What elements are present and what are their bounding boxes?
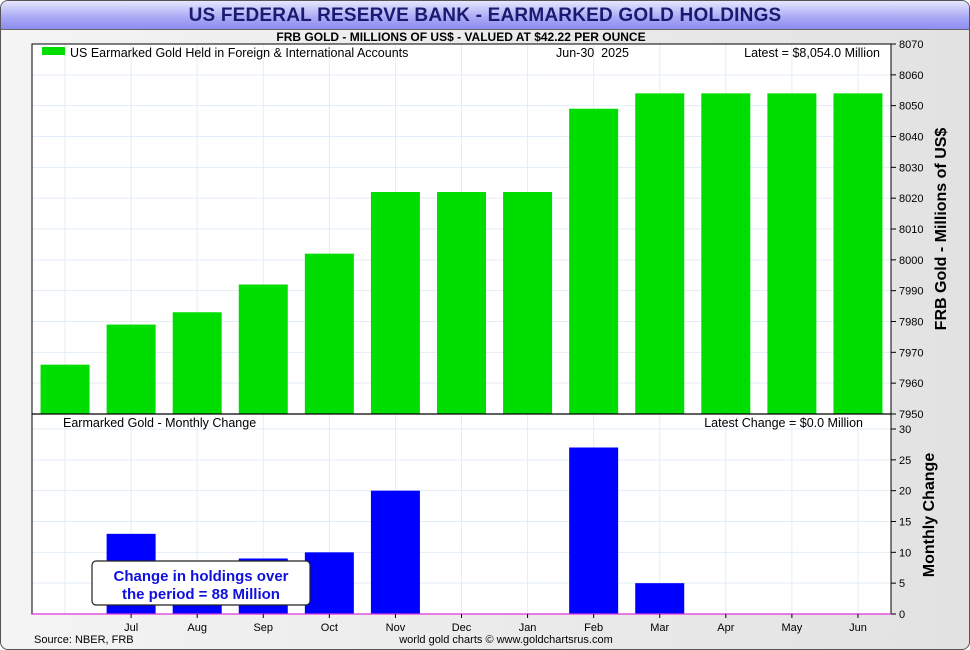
holdings-bar-sep-3: [238, 284, 288, 414]
upper-y-tick-label: 8010: [899, 224, 923, 236]
change-bar-feb: [569, 447, 619, 614]
upper-y-tick-label: 8060: [899, 70, 923, 82]
holdings-bar-nov-5: [370, 192, 420, 414]
x-tick-label-may: May: [781, 622, 802, 634]
upper-y-tick-label: 8000: [899, 255, 923, 267]
holdings-bar-jun-12: [833, 93, 883, 414]
source-label: Source: NBER, FRB: [34, 634, 134, 646]
title-bar: US FEDERAL RESERVE BANK - EARMARKED GOLD…: [1, 1, 969, 30]
x-tick-label-aug: Aug: [187, 622, 207, 634]
holdings-bar-jul-1: [106, 324, 156, 414]
chart-title: US FEDERAL RESERVE BANK - EARMARKED GOLD…: [188, 5, 782, 26]
credit-label: world gold charts © www.goldchartsrus.co…: [398, 634, 613, 646]
lower-panel-title: Earmarked Gold - Monthly Change: [63, 416, 256, 430]
holdings-bar-dec-6: [437, 192, 486, 414]
lower-y-tick-label: 25: [899, 455, 911, 467]
x-tick-label-dec: Dec: [452, 622, 472, 634]
chart-subtitle: FRB GOLD - MILLIONS OF US$ - VALUED AT $…: [276, 30, 646, 44]
change-bar-oct: [304, 552, 354, 614]
annotation-line-1: Change in holdings over: [113, 568, 288, 585]
x-tick-label-nov: Nov: [386, 622, 406, 634]
holdings-bar-aug-2: [172, 312, 222, 414]
lower-y-ticks: 0 5 10 15 20 25 30: [891, 424, 911, 621]
holdings-bar-may-11: [767, 93, 817, 414]
upper-y-tick-label: 7980: [899, 317, 923, 329]
period-change-annotation: Change in holdings over the period = 88 …: [91, 560, 311, 606]
holdings-bar-jun-0: [40, 364, 90, 414]
legend-label-holdings: US Earmarked Gold Held in Foreign & Inte…: [70, 46, 408, 60]
upper-y-tick-label: 8040: [899, 132, 923, 144]
holdings-bars: [40, 93, 883, 414]
latest-change-label: Latest Change = $0.0 Million: [704, 416, 863, 430]
upper-y-tick-label: 7970: [899, 347, 923, 359]
upper-y-tick-label: 8020: [899, 193, 923, 205]
lower-y-tick-label: 5: [899, 578, 905, 590]
upper-y-ticks: 7950 7960 7970 7980 7990 8000 8010 8020 8030 8040…: [891, 39, 923, 421]
holdings-bar-apr-10: [701, 93, 751, 414]
lower-y-tick-label: 10: [899, 547, 911, 559]
x-tick-label-jul: Jul: [124, 622, 138, 634]
x-tick-label-apr: Apr: [717, 622, 734, 634]
latest-holdings-label: Latest = $8,054.0 Million: [744, 46, 880, 60]
date-label: Jun-30 2025: [556, 46, 629, 60]
x-tick-label-jan: Jan: [519, 622, 537, 634]
change-bar-nov: [370, 490, 420, 614]
upper-y-tick-label: 7990: [899, 286, 923, 298]
upper-y-tick-label: 7950: [899, 409, 923, 421]
lower-y-axis-title: Monthly Change: [921, 453, 938, 578]
lower-y-tick-label: 20: [899, 486, 911, 498]
annotation-line-2: the period = 88 Million: [122, 586, 280, 603]
x-tick-label-sep: Sep: [253, 622, 273, 634]
annotation-box: [91, 560, 311, 606]
upper-y-tick-label: 7960: [899, 378, 923, 390]
upper-y-tick-label: 8070: [899, 39, 923, 51]
holdings-bar-feb-8: [569, 108, 619, 414]
lower-y-tick-label: 15: [899, 517, 911, 529]
x-tick-label-oct: Oct: [321, 622, 338, 634]
legend-swatch-holdings: [42, 47, 65, 55]
x-tick-label-jun: Jun: [849, 622, 867, 634]
x-ticks: Jul Aug Sep Oct Nov Dec Jan Feb Mar Apr May Jun: [124, 614, 867, 634]
lower-y-tick-label: 30: [899, 424, 911, 436]
upper-y-axis-title: FRB Gold - Millions of US$: [933, 128, 950, 331]
change-bar-mar: [635, 583, 685, 614]
holdings-bar-oct-4: [304, 253, 354, 414]
lower-y-tick-label: 0: [899, 609, 905, 621]
upper-y-tick-label: 8050: [899, 101, 923, 113]
holdings-bar-mar-9: [635, 93, 685, 414]
upper-y-tick-label: 8030: [899, 162, 923, 174]
x-tick-label-feb: Feb: [584, 622, 603, 634]
holdings-bar-jan-7: [503, 192, 553, 414]
x-tick-label-mar: Mar: [650, 622, 669, 634]
